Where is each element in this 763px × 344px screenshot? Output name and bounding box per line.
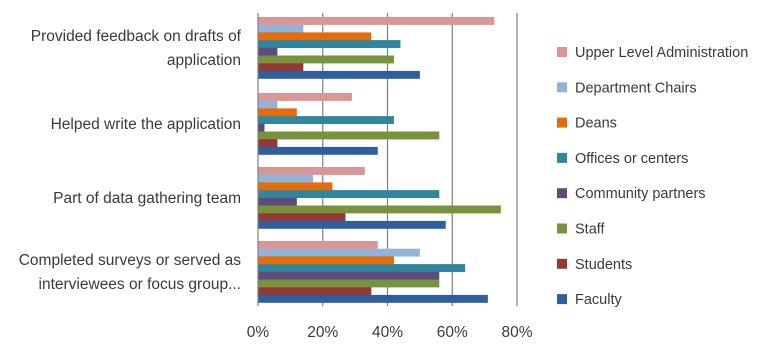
axes: 0% 20% 40% 60% 80% (247, 13, 533, 341)
category-label-line: application (167, 52, 241, 69)
bar (258, 220, 446, 229)
bar (258, 17, 495, 25)
category-label-line: Part of data gathering team (53, 190, 241, 207)
bar (258, 197, 297, 206)
legend-label: Students (575, 257, 632, 273)
legend-swatch (557, 258, 567, 269)
bar (258, 32, 372, 41)
bar (258, 256, 394, 265)
legend-label: Faculty (575, 292, 622, 308)
bar (258, 63, 304, 72)
x-tick-label: 80% (501, 324, 532, 341)
bar (258, 47, 278, 56)
bar (258, 294, 488, 303)
bar (258, 213, 346, 222)
category-label: Completed surveys or served as interviewe… (19, 252, 242, 293)
category-label-line: Completed surveys or served as (19, 252, 242, 269)
legend-swatch (557, 188, 567, 199)
x-tick-label: 0% (247, 324, 270, 341)
bar (258, 271, 440, 280)
x-tick-label: 60% (437, 324, 468, 341)
legend: Upper Level Administration Department Cha… (557, 45, 748, 308)
legend-label: Upper Level Administration (575, 45, 748, 61)
bar (258, 116, 394, 124)
bar (258, 40, 401, 48)
legend-swatch (557, 294, 567, 305)
bar (258, 93, 352, 101)
bars (258, 17, 501, 303)
bar (258, 241, 378, 249)
bar (258, 174, 314, 183)
bar (258, 123, 265, 132)
bar (258, 205, 501, 214)
bar (258, 139, 278, 148)
category-labels: Provided feedback on drafts of applicatio… (19, 28, 242, 293)
bar (258, 24, 304, 33)
bar (258, 70, 420, 79)
bar (258, 55, 394, 64)
bar (258, 264, 466, 272)
x-tick-label: 20% (307, 324, 338, 341)
legend-swatch (557, 47, 567, 57)
x-tick-label: 40% (372, 324, 403, 341)
category-label: Helped write the application (51, 116, 241, 133)
bar (258, 108, 297, 117)
category-label-line: Helped write the application (51, 116, 241, 133)
category-label: Part of data gathering team (53, 190, 241, 207)
legend-label: Staff (575, 222, 606, 238)
category-label-line: Provided feedback on drafts of (31, 28, 242, 45)
bar (258, 131, 440, 140)
legend-swatch (557, 223, 567, 234)
bar (258, 146, 378, 155)
bar (258, 182, 333, 191)
bar (258, 100, 278, 109)
legend-swatch (557, 82, 567, 93)
legend-label: Deans (575, 116, 617, 132)
legend-label: Offices or centers (575, 151, 688, 167)
legend-label: Community partners (575, 186, 706, 202)
bar (258, 279, 440, 288)
bar (258, 248, 420, 257)
category-label: Provided feedback on drafts of applicatio… (31, 28, 242, 69)
legend-swatch (557, 152, 567, 163)
bar (258, 190, 440, 198)
legend-swatch (557, 117, 567, 128)
category-label-line: interviewees or focus group... (39, 276, 241, 293)
bar (258, 167, 365, 175)
bar (258, 287, 372, 296)
legend-label: Department Chairs (575, 80, 697, 96)
